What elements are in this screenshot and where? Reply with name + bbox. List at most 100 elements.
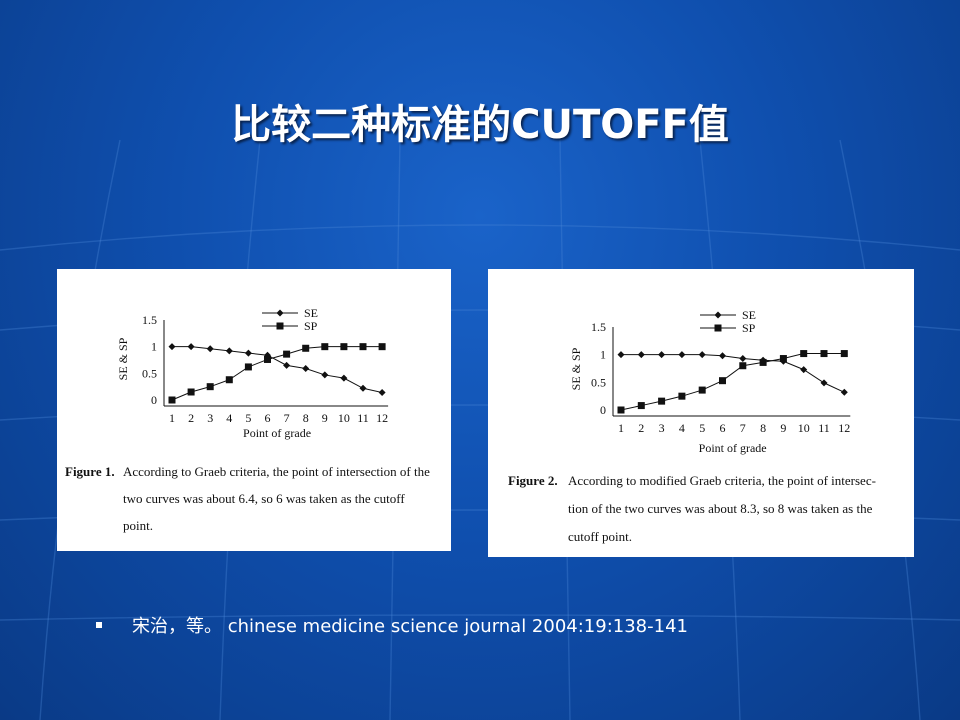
figure-2-panel: 1.5 1 0.5 0 SE & SP 1 2 3 4 5 6 7 8 9 10 11 12 Point of g…	[488, 269, 914, 557]
fig2-caption-label: Figure 2.	[508, 473, 558, 488]
fig2-series-se-point	[637, 351, 645, 359]
fig1-legend-label-se: SE	[304, 306, 318, 320]
fig1-caption-line: two curves was about 6.4, so 6 was taken…	[123, 491, 405, 506]
fig1-x-tick-label: 1	[169, 411, 175, 425]
fig2-legend-marker-sp	[714, 324, 722, 332]
fig1-caption-line: According to Graeb criteria, the point o…	[123, 464, 430, 479]
fig2-x-tick-label: 12	[838, 421, 850, 435]
fig1-y-tick-label: 0	[151, 393, 157, 407]
fig2-y-tick-label: 1.5	[591, 320, 606, 334]
fig2-y-tick-label: 0.5	[591, 375, 606, 389]
fig2-x-tick-label: 6	[720, 421, 726, 435]
fig1-series-se-point	[378, 389, 386, 397]
fig2-series-sp-point	[800, 350, 808, 358]
fig2-x-tick-label: 2	[638, 421, 644, 435]
fig2-series-sp-line	[620, 353, 845, 411]
fig2-y-axis-label: SE & SP	[569, 347, 583, 390]
fig1-x-tick-label: 3	[207, 411, 213, 425]
fig1-x-tick-label: 2	[188, 411, 194, 425]
fig2-series-sp-point	[779, 355, 787, 363]
fig2-x-tick-label: 11	[818, 421, 830, 435]
fig2-caption-line: tion of the two curves was about 8.3, so…	[568, 501, 873, 516]
fig2-legend-label-sp: SP	[742, 321, 756, 335]
fig2-y-tick-label: 0	[600, 403, 606, 417]
figure-1-panel: 1.5 1 0.5 0 SE & SP 1 2 3 4 5 6 7 8 9 10 11 12 Point of g…	[57, 269, 451, 551]
fig1-legend-marker-sp	[276, 322, 284, 330]
fig2-x-tick-label: 7	[740, 421, 746, 435]
fig1-y-tick-label: 1.5	[142, 313, 157, 327]
citation-text: 宋治，等。 chinese medicine science journal 2…	[132, 616, 688, 637]
fig1-caption-line: point.	[123, 518, 153, 533]
fig1-caption-label: Figure 1.	[65, 464, 115, 479]
fig1-series-sp-point	[225, 376, 233, 384]
fig1-series-se-point	[302, 365, 310, 373]
fig1-x-tick-label: 5	[245, 411, 251, 425]
fig2-legend-label-se: SE	[742, 308, 756, 322]
fig2-series-sp-point	[739, 362, 747, 370]
fig1-series-sp-point	[244, 363, 252, 371]
fig1-y-tick-label: 0.5	[142, 366, 157, 380]
fig1-series-se-point	[340, 374, 348, 382]
fig2-x-tick-label: 3	[659, 421, 665, 435]
fig2-caption-line: According to modified Graeb criteria, th…	[568, 473, 876, 488]
fig1-series-se-point	[225, 347, 233, 355]
fig2-caption-line: cutoff point.	[568, 529, 632, 544]
fig1-series-se-point	[359, 384, 367, 392]
fig1-series-sp-point	[359, 343, 367, 351]
fig2-series-se-point	[617, 351, 625, 359]
fig1-series-se-point	[206, 345, 214, 353]
fig1-series-se-point	[283, 361, 291, 369]
fig1-series-se-point	[264, 351, 271, 359]
fig1-x-tick-label: 8	[303, 411, 309, 425]
fig2-series-sp-point	[617, 406, 625, 414]
fig1-x-tick-label: 7	[284, 411, 290, 425]
fig1-x-axis-label: Point of grade	[243, 426, 311, 440]
fig2-series-se-point	[820, 379, 828, 387]
fig1-series-se-point	[187, 343, 195, 351]
fig1-y-axis-label: SE & SP	[116, 337, 130, 380]
fig2-x-tick-label: 10	[798, 421, 810, 435]
fig1-series-se-point	[321, 371, 329, 379]
bullet-icon	[96, 622, 102, 628]
fig2-series-sp-point	[658, 397, 666, 405]
fig1-legend-marker-se	[276, 309, 284, 317]
fig1-series-sp-point	[187, 388, 195, 396]
fig2-series-sp-point	[840, 350, 848, 358]
fig1-series-se-point	[244, 349, 252, 357]
fig2-x-tick-label: 5	[699, 421, 705, 435]
fig2-series-se-point	[739, 355, 747, 363]
fig2-series-se-point	[678, 351, 686, 359]
fig1-series-sp-line	[171, 346, 383, 401]
fig1-series-sp-point	[206, 383, 214, 391]
fig2-series-se-point	[658, 351, 666, 359]
fig2-series-se-point	[800, 366, 808, 374]
fig2-series-sp-point	[637, 402, 645, 410]
fig1-series-se-point	[168, 343, 176, 351]
fig2-legend-marker-se	[714, 311, 722, 319]
fig1-x-tick-label: 9	[322, 411, 328, 425]
fig2-x-tick-label: 1	[618, 421, 624, 435]
fig2-series-se-point	[840, 388, 848, 396]
fig2-y-tick-label: 1	[600, 348, 606, 362]
fig1-series-sp-point	[302, 344, 310, 352]
fig1-series-sp-point	[283, 350, 291, 358]
fig1-series-sp-point	[321, 343, 329, 351]
fig1-x-tick-label: 12	[376, 411, 388, 425]
fig1-series-se-line	[172, 346, 383, 394]
fig2-series-se-point	[719, 352, 726, 360]
fig2-series-sp-point	[719, 377, 726, 385]
fig1-x-tick-label: 10	[338, 411, 350, 425]
fig1-series-sp-point	[378, 343, 386, 351]
fig2-series-sp-point	[759, 358, 767, 366]
fig1-y-tick-label: 1	[151, 340, 157, 354]
fig2-series-se-point	[698, 351, 706, 359]
slide-title: 比较二种标准的CUTOFF值	[231, 102, 729, 148]
fig2-x-tick-label: 8	[760, 421, 766, 435]
fig2-series-sp-point	[698, 386, 706, 394]
fig1-legend-label-sp: SP	[304, 319, 318, 333]
fig1-x-tick-label: 6	[265, 411, 271, 425]
citation: 宋治，等。 chinese medicine science journal 2…	[96, 612, 688, 638]
fig2-x-axis-label: Point of grade	[699, 441, 767, 455]
fig2-series-sp-point	[820, 350, 828, 358]
